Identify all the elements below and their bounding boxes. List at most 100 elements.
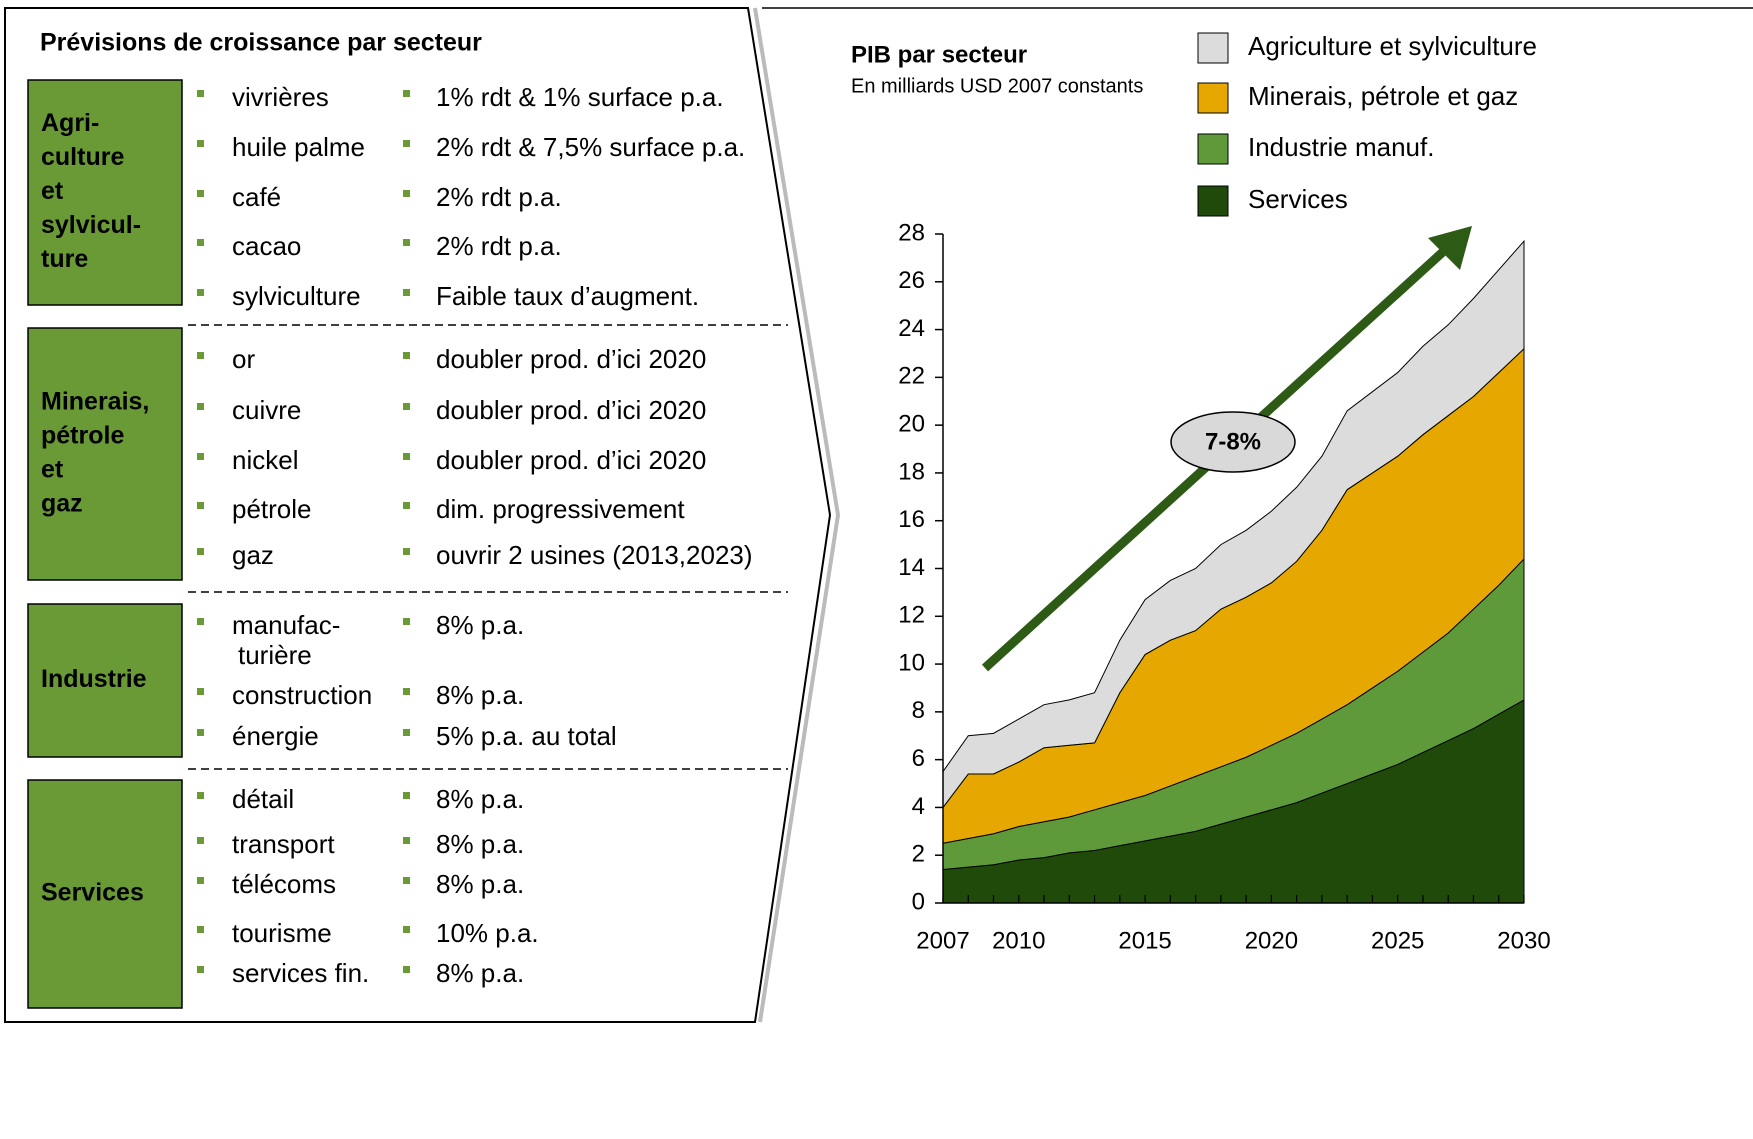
row-projection: 8% p.a. [436, 680, 524, 710]
row-projection: 2% rdt p.a. [436, 231, 562, 261]
row-projection: doubler prod. d’ici 2020 [436, 395, 706, 425]
legend-swatch [1197, 82, 1229, 114]
section-label: et [41, 177, 64, 205]
row-projection: 1% rdt & 1% surface p.a. [436, 82, 724, 112]
legend-label: Industrie manuf. [1248, 132, 1434, 162]
legend-swatch [1197, 32, 1229, 64]
section-label: Industrie [41, 665, 147, 693]
row-projection: dim. progressivement [436, 494, 685, 524]
row-projection: 10% p.a. [436, 918, 539, 948]
row-item: or [232, 344, 255, 374]
bullet [197, 453, 204, 460]
bullet [197, 352, 204, 359]
section-box [27, 779, 183, 1009]
row-item: vivrières [232, 82, 329, 112]
bullet [403, 90, 410, 97]
bullet [403, 688, 410, 695]
x-tick-label: 2025 [1371, 927, 1424, 954]
bullet [403, 926, 410, 933]
bullet [197, 792, 204, 799]
legend-label: Agriculture et sylviculture [1248, 31, 1537, 61]
row-projection: 8% p.a. [436, 829, 524, 859]
section-label: Minerais, [41, 388, 149, 416]
row-item: construction [232, 680, 372, 710]
row-projection: Faible taux d’augment. [436, 281, 699, 311]
row-projection: 5% p.a. au total [436, 721, 617, 751]
row-projection: 2% rdt & 7,5% surface p.a. [436, 132, 745, 162]
row-item: énergie [232, 721, 319, 751]
bullet [197, 926, 204, 933]
section-label: Agri- [41, 109, 99, 137]
y-tick-label: 28 [898, 219, 925, 246]
row-projection: 8% p.a. [436, 610, 524, 640]
y-tick-label: 14 [898, 554, 925, 581]
bullet [197, 90, 204, 97]
row-item: pétrole [232, 494, 312, 524]
y-tick-label: 4 [912, 793, 925, 820]
section-box [27, 79, 183, 306]
legend-swatch [1197, 185, 1229, 217]
legend-swatch [1197, 133, 1229, 165]
section-label: gaz [41, 490, 83, 518]
section-label: sylvicul- [41, 211, 141, 239]
annotation-bubble [1170, 411, 1296, 473]
y-tick-label: 24 [898, 315, 925, 342]
bullet [403, 729, 410, 736]
bullet [197, 140, 204, 147]
row-projection: doubler prod. d’ici 2020 [436, 344, 706, 374]
row-item: tourisme [232, 918, 332, 948]
bullet [197, 190, 204, 197]
section-label: culture [41, 143, 124, 171]
growth-arrowhead [1428, 226, 1472, 270]
legend-label: Services [1248, 184, 1348, 214]
x-tick-label: 2010 [992, 927, 1045, 954]
y-tick-label: 16 [898, 506, 925, 533]
y-tick-label: 8 [912, 697, 925, 724]
section-label: pétrole [41, 422, 124, 450]
x-tick-label: 2020 [1245, 927, 1298, 954]
annotation: 7-8% [1205, 428, 1261, 455]
row-item: services fin. [232, 958, 369, 988]
row-item: nickel [232, 445, 298, 475]
bullet [403, 453, 410, 460]
y-tick-label: 0 [912, 888, 925, 915]
y-tick-label: 26 [898, 267, 925, 294]
row-projection: ouvrir 2 usines (2013,2023) [436, 540, 753, 570]
bullet [403, 190, 410, 197]
row-item: café [232, 182, 281, 212]
y-tick-label: 12 [898, 602, 925, 629]
bullet [197, 837, 204, 844]
section-box [27, 327, 183, 581]
row-item: huile palme [232, 132, 365, 162]
row-projection: 8% p.a. [436, 869, 524, 899]
bullet [403, 966, 410, 973]
x-tick-label: 2030 [1497, 927, 1550, 954]
row-item: gaz [232, 540, 274, 570]
bullet [197, 877, 204, 884]
row-item: sylviculture [232, 281, 361, 311]
section-label: ture [41, 245, 88, 273]
row-projection: 8% p.a. [436, 958, 524, 988]
x-tick-label: 2007 [916, 927, 969, 954]
y-tick-label: 2 [912, 841, 925, 868]
row-item: turière [238, 640, 312, 670]
chart-title: PIB par secteur [851, 41, 1027, 68]
y-tick-label: 20 [898, 410, 925, 437]
chevron-shadow [753, 7, 841, 1023]
row-projection: 2% rdt p.a. [436, 182, 562, 212]
bullet [403, 877, 410, 884]
bullet [197, 403, 204, 410]
area [942, 239, 1525, 809]
bullet [403, 352, 410, 359]
section-label: et [41, 456, 64, 484]
legend-label: Minerais, pétrole et gaz [1248, 81, 1518, 111]
bullet [403, 239, 410, 246]
section-box [27, 603, 183, 758]
bullet [403, 792, 410, 799]
bullet [403, 837, 410, 844]
bullet [197, 289, 204, 296]
bullet [197, 966, 204, 973]
y-tick-label: 18 [898, 458, 925, 485]
section-label: Services [41, 879, 144, 907]
bullet [197, 729, 204, 736]
